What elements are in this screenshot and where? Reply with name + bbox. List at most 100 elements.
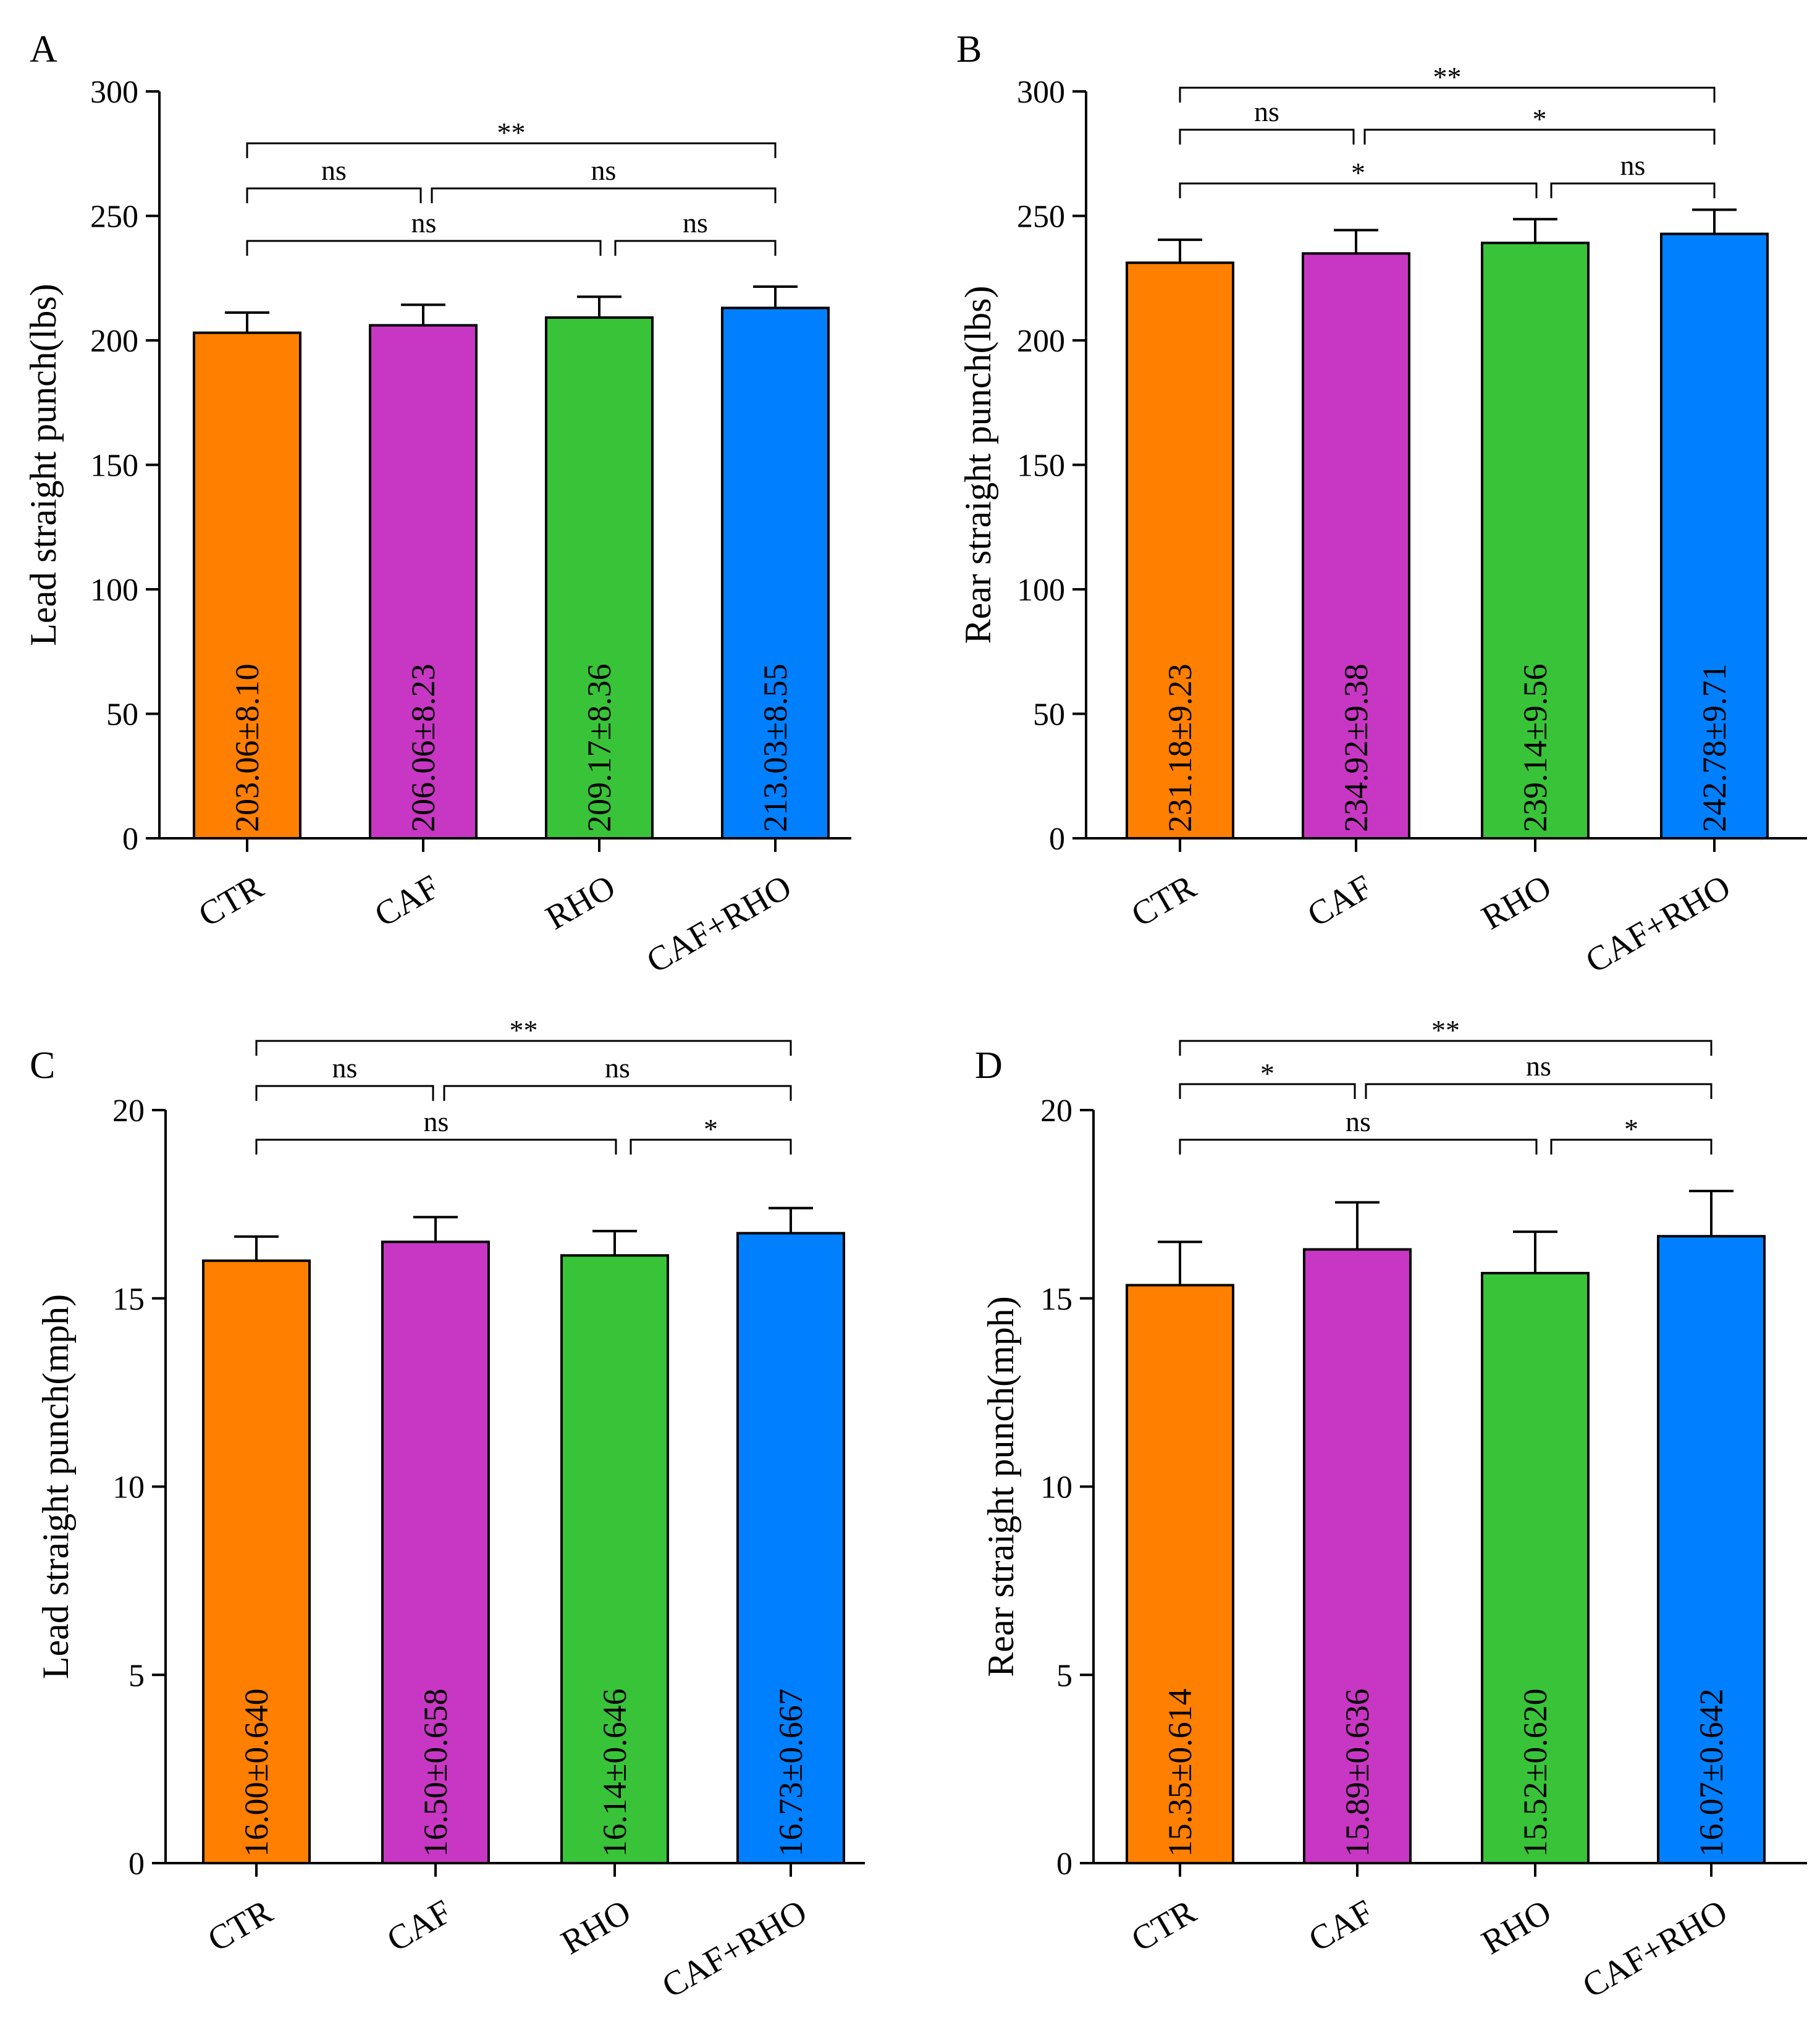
- bar-rho: [545, 316, 654, 840]
- y-tick-label: 150: [90, 448, 138, 484]
- significance-label: ns: [321, 154, 347, 186]
- significance-bracket: [255, 1139, 617, 1155]
- bar-caf: [381, 1240, 490, 1864]
- bar-ctr: [1126, 1284, 1234, 1864]
- bar-value-label: 234.92±9.38: [1338, 663, 1375, 832]
- y-axis-title: Rear straight punch(mph): [980, 1296, 1021, 1677]
- bar-rho: [560, 1254, 669, 1864]
- significance-bracket: [1179, 128, 1355, 145]
- y-tick-label: 200: [90, 324, 138, 359]
- significance-bracket: [246, 142, 777, 158]
- bar-caf: [1302, 252, 1410, 840]
- significance-bracket: [255, 1085, 434, 1101]
- x-category-label: CAF: [368, 868, 445, 935]
- significance-label: ns: [411, 207, 437, 238]
- significance-label: *: [1533, 103, 1547, 135]
- bar-ctr: [193, 331, 301, 840]
- y-axis-title: Rear straight punch(lbs): [958, 286, 998, 644]
- significance-bracket: [614, 240, 777, 256]
- bar-value-label: 209.17±8.36: [581, 663, 618, 832]
- x-category-label: CAF+RHO: [1576, 1893, 1734, 2006]
- x-category-label: RHO: [1475, 1893, 1557, 1963]
- significance-bracket: [1179, 1139, 1538, 1155]
- significance-label: ns: [683, 207, 708, 238]
- x-category-label: CTR: [1125, 867, 1203, 934]
- significance-bracket: [246, 187, 422, 203]
- bar-value-label: 239.14±9.56: [1517, 663, 1554, 832]
- y-tick-label: 10: [1040, 1470, 1072, 1505]
- bar-value-label: 16.73±0.667: [772, 1688, 809, 1857]
- x-category-label: CAF: [1302, 1893, 1380, 1959]
- y-tick-label: 0: [128, 1846, 145, 1882]
- y-tick-label: 100: [1017, 573, 1065, 608]
- y-tick-label: 15: [1040, 1282, 1072, 1317]
- bar-caf-rho: [721, 306, 830, 840]
- y-axis-title: Lead straight punch(lbs): [23, 284, 64, 646]
- significance-label: ns: [1620, 149, 1646, 181]
- panel-d: D 0 5 10 15 20 Rear straight punch(mph) 15.35±0…: [975, 1014, 1807, 2006]
- significance-label: *: [1351, 157, 1365, 188]
- y-tick-label: 15: [112, 1282, 145, 1317]
- bar-value-label: 15.89±0.636: [1339, 1688, 1376, 1857]
- significance-bracket: [1179, 86, 1716, 103]
- x-category-label: CAF+RHO: [1579, 868, 1737, 981]
- y-tick-label: 50: [1033, 697, 1065, 733]
- bar-caf-rho: [1657, 1235, 1766, 1864]
- significance-bracket: [1365, 1083, 1713, 1099]
- significance-bracket: [431, 187, 777, 203]
- bar-value-label: 15.35±0.614: [1161, 1688, 1199, 1857]
- bar-value-label: 16.14±0.646: [596, 1688, 633, 1857]
- significance-bracket: [246, 240, 602, 256]
- y-tick-label: 20: [1040, 1093, 1072, 1129]
- significance-label: **: [1431, 1014, 1460, 1046]
- significance-label: ns: [1526, 1050, 1551, 1082]
- x-category-label: CTR: [201, 1892, 279, 1959]
- y-tick-label: 0: [1056, 1846, 1072, 1882]
- bar-rho: [1481, 1271, 1590, 1865]
- y-tick-label: 50: [106, 697, 138, 733]
- y-tick-label: 150: [1017, 448, 1065, 484]
- panel-letter: C: [30, 1045, 55, 1087]
- bar-value-label: 206.06±8.23: [405, 663, 442, 832]
- significance-label: *: [1624, 1113, 1638, 1145]
- y-tick-label: 300: [1017, 75, 1065, 110]
- significance-label: ns: [424, 1106, 449, 1137]
- bar-value-label: 15.52±0.620: [1517, 1688, 1554, 1857]
- x-category-label: CAF+RHO: [655, 1893, 813, 2006]
- bar-value-label: 213.03±8.55: [757, 663, 794, 832]
- significance-bracket: [1550, 1139, 1713, 1155]
- significance-bracket: [1179, 182, 1538, 198]
- significance-label: ns: [1346, 1106, 1371, 1137]
- y-tick-label: 200: [1017, 324, 1065, 359]
- y-tick-label: 5: [128, 1658, 145, 1693]
- panel-letter: B: [956, 28, 982, 70]
- significance-label: ns: [605, 1052, 630, 1084]
- panel-letter: D: [975, 1045, 1003, 1087]
- significance-bracket: [255, 1040, 792, 1056]
- y-tick-label: 5: [1056, 1658, 1072, 1693]
- significance-bracket: [1179, 1083, 1356, 1099]
- y-tick-label: 0: [122, 822, 138, 857]
- x-category-label: RHO: [1475, 868, 1557, 938]
- bar-value-label: 16.07±0.642: [1693, 1688, 1730, 1857]
- significance-label: **: [1433, 61, 1462, 93]
- bar-ctr: [1126, 261, 1234, 840]
- bar-value-label: 231.18±9.23: [1161, 663, 1199, 832]
- bar-value-label: 16.50±0.658: [417, 1688, 454, 1857]
- x-category-label: CAF: [381, 1893, 458, 1959]
- x-category-label: CAF+RHO: [640, 868, 798, 981]
- x-category-label: RHO: [539, 868, 621, 938]
- y-tick-label: 10: [112, 1470, 145, 1505]
- significance-label: ns: [1254, 96, 1279, 127]
- y-tick-label: 250: [1017, 200, 1065, 235]
- bar-rho: [1481, 242, 1590, 840]
- significance-bracket: [1363, 128, 1716, 145]
- x-category-label: CAF: [1301, 868, 1378, 935]
- x-category-label: CTR: [1125, 1892, 1203, 1959]
- x-category-label: RHO: [555, 1893, 637, 1963]
- significance-label: ns: [332, 1052, 358, 1084]
- y-axis-title: Lead straight punch(mph): [35, 1294, 76, 1679]
- significance-bracket: [1179, 1040, 1713, 1056]
- y-tick-label: 250: [90, 200, 138, 235]
